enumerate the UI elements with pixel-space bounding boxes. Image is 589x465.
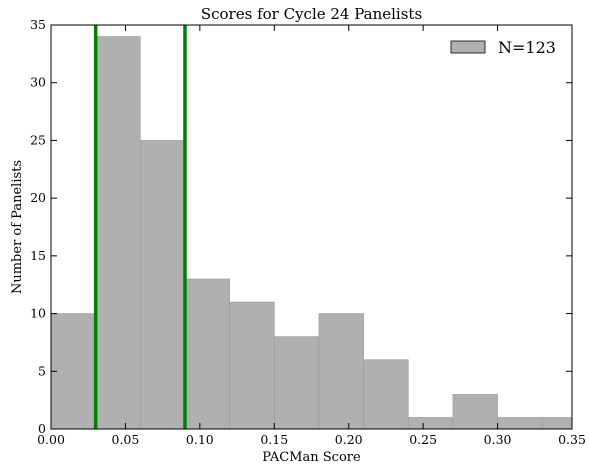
- x-tick-label: 0.10: [186, 432, 214, 447]
- x-tick-label: 0.00: [37, 432, 65, 447]
- x-tick-label: 0.20: [335, 432, 363, 447]
- histogram-bar: [452, 394, 498, 429]
- vertical-lines-group: [93, 25, 187, 429]
- y-tick-label: 20: [30, 190, 46, 205]
- legend-swatch: [450, 40, 486, 54]
- y-tick-label: 10: [30, 306, 46, 321]
- x-tick-label: 0.15: [260, 432, 288, 447]
- histogram-bar: [363, 359, 409, 429]
- histogram-bar: [140, 140, 186, 429]
- y-axis-label: Number of Panelists: [10, 160, 25, 294]
- x-tick-label: 0.30: [484, 432, 512, 447]
- histogram-bar: [229, 301, 275, 429]
- x-tick-label: 0.05: [112, 432, 140, 447]
- histogram-bar: [407, 417, 454, 429]
- y-tick-label: 0: [38, 421, 46, 436]
- chart-title: Scores for Cycle 24 Panelists: [201, 5, 422, 23]
- legend: N=123: [450, 38, 556, 57]
- x-axis-label: PACMan Score: [262, 450, 361, 465]
- histogram-bar: [318, 313, 364, 429]
- histogram-bar: [541, 417, 572, 429]
- ticks-group: 0.00 0.05 0.10 0.15 0.20 0.25 0.30 0.35 0 5 10 15 20…: [30, 17, 586, 447]
- x-tick-label: 0.25: [409, 432, 437, 447]
- y-tick-label: 35: [30, 17, 46, 32]
- y-tick-label: 25: [30, 132, 46, 147]
- bars-group: [51, 36, 572, 429]
- y-tick-label: 30: [30, 75, 46, 90]
- histogram-bar: [497, 417, 543, 429]
- histogram-bar: [184, 278, 230, 429]
- plot-frame: [50, 24, 573, 430]
- x-tick-label: 0.35: [558, 432, 586, 447]
- y-tick-label: 15: [30, 248, 46, 263]
- histogram-bar: [273, 336, 320, 429]
- legend-label: N=123: [498, 38, 556, 57]
- histogram-bar: [95, 36, 141, 429]
- y-tick-label: 5: [38, 363, 46, 378]
- histogram-bar: [51, 313, 96, 429]
